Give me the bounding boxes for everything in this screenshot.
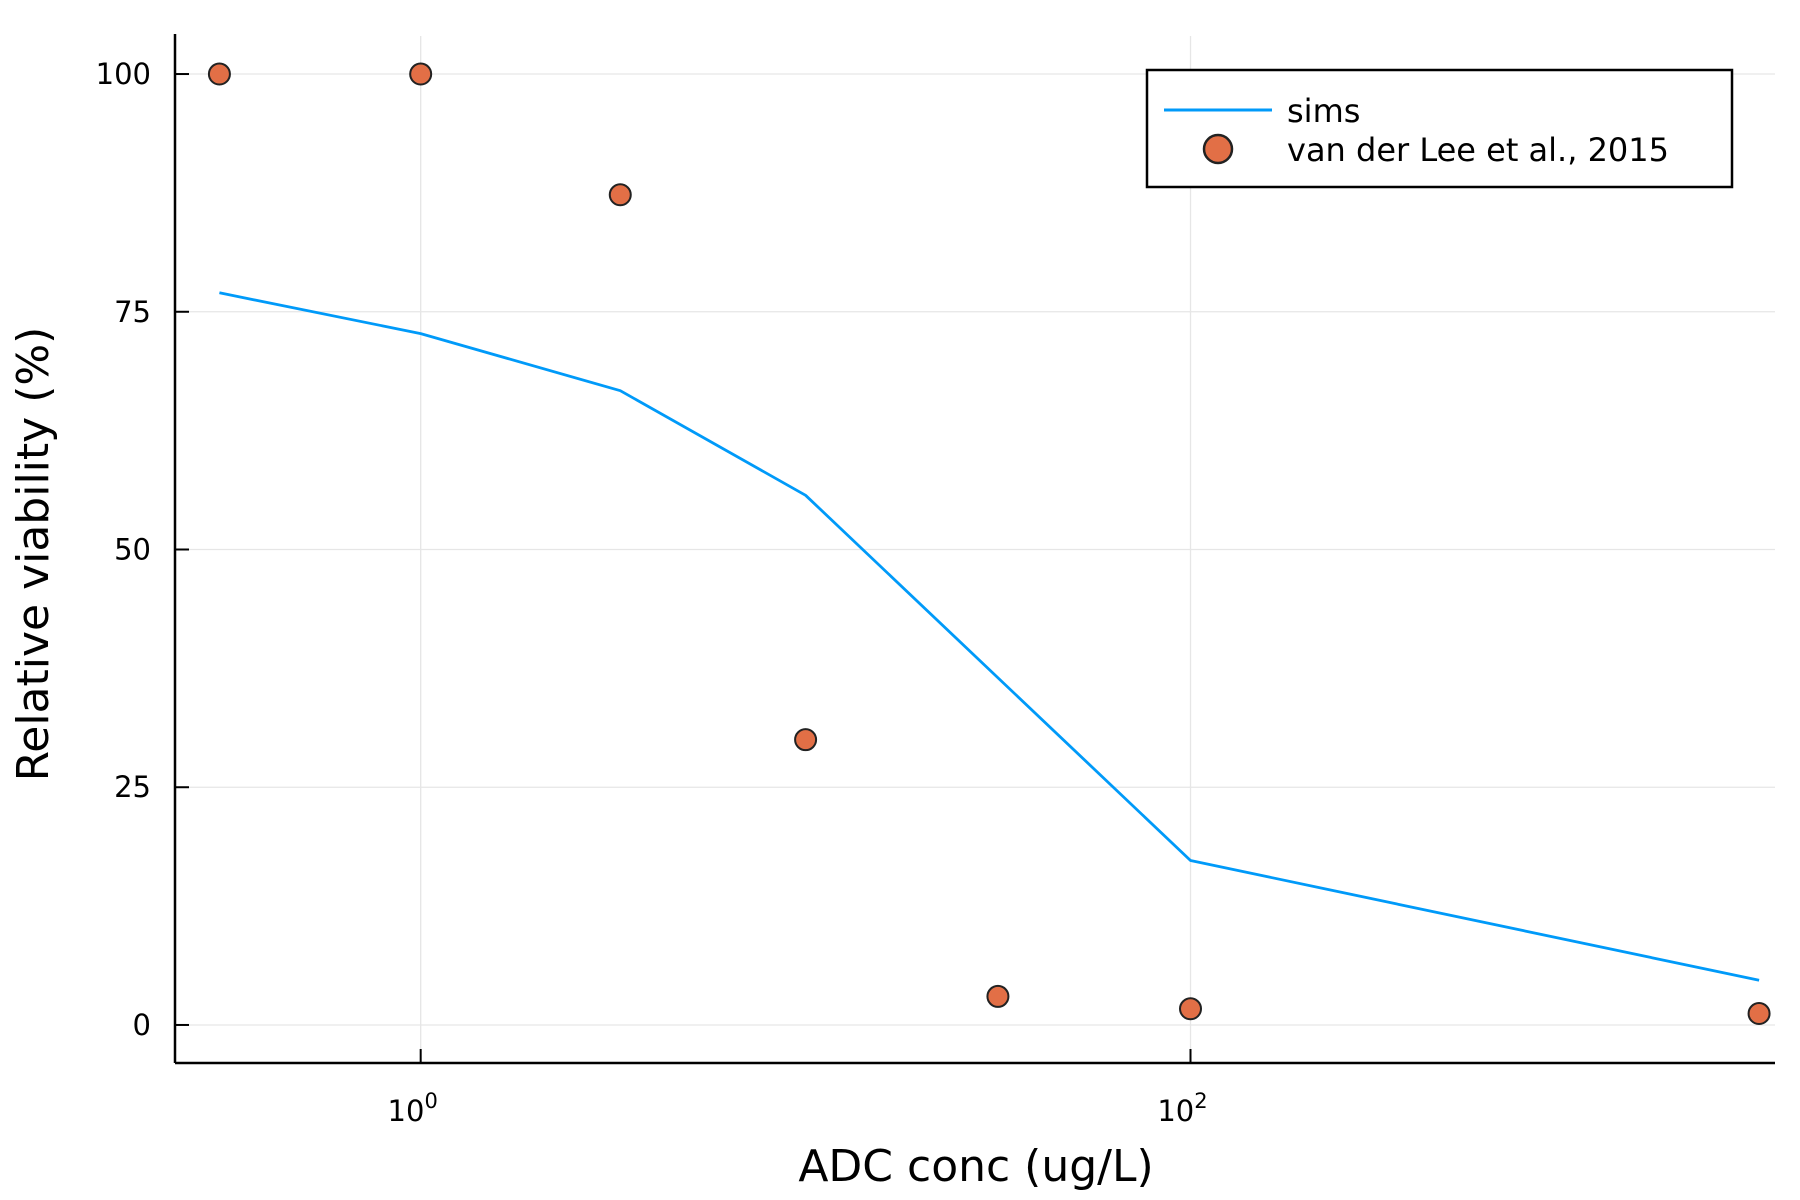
data-point	[608, 183, 632, 207]
y-tick-label: 50	[114, 533, 151, 567]
y-tick-label: 100	[96, 57, 151, 91]
x-axis-title: ADC conc (ug/L)	[798, 1141, 1153, 1192]
x-tick-label: 102	[1157, 1089, 1207, 1128]
plot-area	[207, 62, 1771, 1026]
legend-marker-swatch	[1202, 133, 1234, 165]
legend-label-data: van der Lee et al., 2015	[1287, 131, 1669, 169]
tick-labels: 0 25 50 75 100 100 102	[96, 57, 1208, 1128]
data-point	[1179, 997, 1203, 1021]
y-tick-label: 75	[114, 295, 151, 329]
sims-line	[219, 291, 1760, 982]
legend-box	[1145, 68, 1734, 189]
y-tick-label: 25	[114, 770, 151, 804]
x-tick-label: 100	[388, 1089, 438, 1128]
y-tick-label: 0	[133, 1008, 151, 1042]
data-point	[1747, 1002, 1771, 1026]
data-point	[986, 984, 1010, 1008]
data-point	[207, 62, 231, 86]
data-point	[794, 728, 818, 752]
axes	[173, 34, 1775, 1065]
data-point	[409, 62, 433, 86]
y-axis-title: Relative viability (%)	[8, 327, 59, 782]
grid	[175, 36, 1775, 1063]
legend-label-sims: sims	[1287, 92, 1360, 130]
